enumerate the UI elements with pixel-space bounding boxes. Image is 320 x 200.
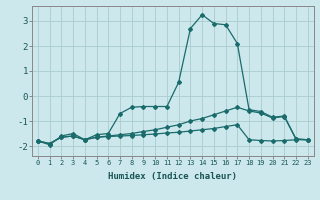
X-axis label: Humidex (Indice chaleur): Humidex (Indice chaleur)	[108, 172, 237, 181]
